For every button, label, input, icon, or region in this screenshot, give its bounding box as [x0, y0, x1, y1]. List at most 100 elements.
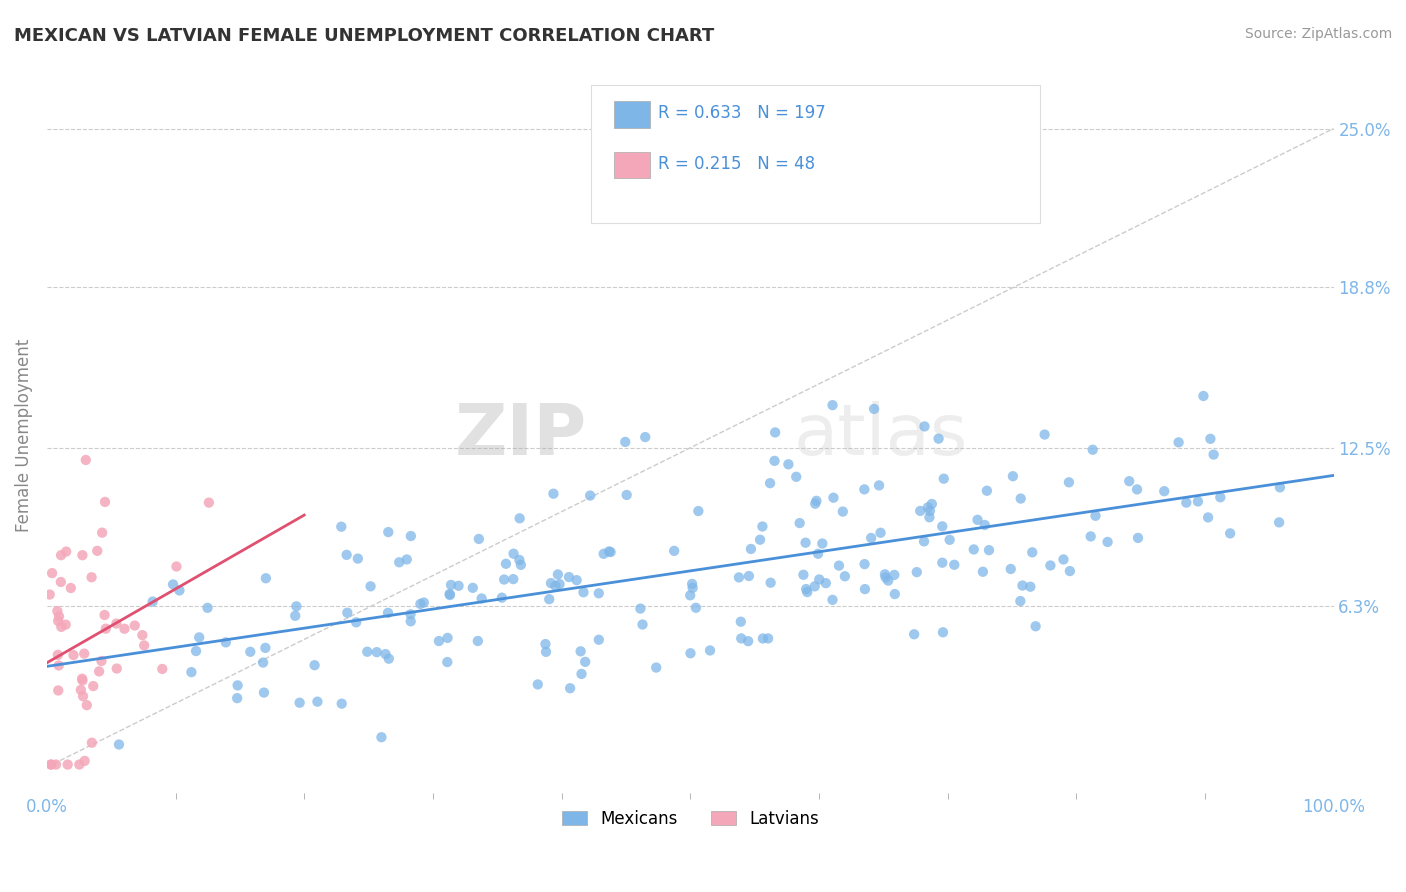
Point	[730, 615, 752, 629]
Point	[91, 525, 114, 540]
Point	[226, 691, 249, 706]
Point	[821, 398, 844, 412]
Point	[526, 677, 548, 691]
Point	[188, 631, 211, 645]
Point	[831, 505, 853, 519]
Point	[938, 533, 960, 547]
Point	[634, 430, 657, 444]
Point	[38, 588, 60, 602]
Point	[440, 578, 463, 592]
Point	[853, 483, 876, 497]
Point	[558, 681, 581, 696]
Point	[738, 569, 761, 583]
Point	[910, 504, 932, 518]
Point	[574, 655, 596, 669]
Point	[239, 645, 262, 659]
Point	[105, 661, 128, 675]
Point	[254, 571, 277, 585]
Point	[921, 497, 943, 511]
Point	[108, 738, 131, 752]
Point	[631, 617, 654, 632]
Point	[875, 570, 897, 584]
Point	[662, 544, 685, 558]
Point	[366, 645, 388, 659]
Point	[198, 495, 221, 509]
Point	[399, 529, 422, 543]
Point	[803, 579, 825, 593]
Text: Source: ZipAtlas.com: Source: ZipAtlas.com	[1244, 27, 1392, 41]
Point	[215, 635, 238, 649]
Point	[1153, 484, 1175, 499]
Point	[1010, 594, 1032, 608]
Point	[806, 493, 828, 508]
Point	[197, 600, 219, 615]
Point	[794, 582, 817, 596]
Point	[699, 643, 721, 657]
Point	[80, 736, 103, 750]
Point	[543, 486, 565, 500]
Point	[336, 548, 359, 562]
Point	[41, 757, 63, 772]
Text: MEXICAN VS LATVIAN FEMALE UNEMPLOYMENT CORRELATION CHART: MEXICAN VS LATVIAN FEMALE UNEMPLOYMENT C…	[14, 27, 714, 45]
Point	[558, 570, 581, 584]
Point	[62, 648, 84, 662]
Point	[823, 491, 845, 505]
Point	[903, 627, 925, 641]
Point	[307, 695, 329, 709]
Point	[41, 566, 63, 581]
Point	[284, 608, 307, 623]
Point	[374, 647, 396, 661]
Point	[796, 585, 818, 599]
Point	[1011, 578, 1033, 592]
Point	[72, 673, 94, 688]
Point	[377, 606, 399, 620]
Point	[917, 500, 939, 515]
Point	[495, 557, 517, 571]
Point	[863, 401, 886, 416]
Point	[59, 581, 82, 595]
Point	[1084, 508, 1107, 523]
Point	[1019, 580, 1042, 594]
Point	[977, 543, 1000, 558]
Point	[491, 591, 513, 605]
Point	[45, 757, 67, 772]
Point	[763, 425, 786, 440]
Point	[571, 667, 593, 681]
Point	[1025, 619, 1047, 633]
Point	[538, 592, 561, 607]
Point	[1097, 535, 1119, 549]
Point	[1052, 552, 1074, 566]
Point	[834, 569, 856, 583]
Point	[918, 510, 941, 524]
Point	[737, 634, 759, 648]
Point	[395, 552, 418, 566]
Point	[778, 458, 800, 472]
Point	[254, 640, 277, 655]
Point	[447, 579, 470, 593]
Point	[49, 574, 72, 589]
Point	[80, 570, 103, 584]
Point	[963, 542, 986, 557]
Point	[785, 470, 807, 484]
Point	[789, 516, 811, 530]
Point	[860, 531, 883, 545]
Point	[932, 625, 955, 640]
Point	[1199, 432, 1222, 446]
Point	[69, 682, 91, 697]
Point	[931, 519, 953, 533]
Point	[1219, 526, 1241, 541]
Legend: Mexicans, Latvians: Mexicans, Latvians	[555, 803, 825, 834]
Point	[756, 632, 779, 646]
Point	[467, 634, 489, 648]
Point	[399, 614, 422, 628]
Point	[436, 631, 458, 645]
Point	[1126, 531, 1149, 545]
Point	[883, 587, 905, 601]
Point	[87, 665, 110, 679]
Point	[509, 511, 531, 525]
Point	[759, 476, 782, 491]
Point	[1202, 448, 1225, 462]
Y-axis label: Female Unemployment: Female Unemployment	[15, 338, 32, 532]
Point	[1033, 427, 1056, 442]
Point	[614, 434, 637, 449]
